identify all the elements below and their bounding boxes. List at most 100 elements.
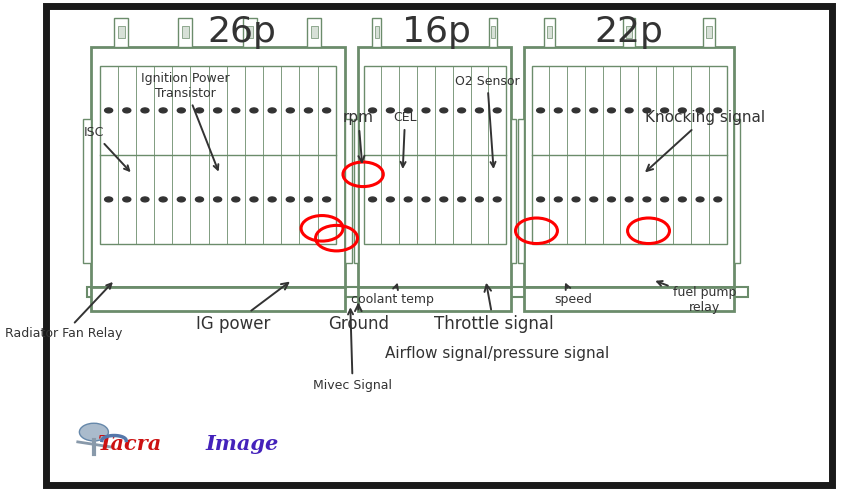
Bar	[118, 27, 125, 38]
Bar	[83, 119, 91, 263]
Circle shape	[422, 108, 430, 113]
Circle shape	[493, 197, 501, 202]
Circle shape	[714, 108, 722, 113]
Circle shape	[458, 197, 466, 202]
Circle shape	[572, 197, 580, 202]
Circle shape	[643, 197, 651, 202]
Circle shape	[626, 108, 633, 113]
Circle shape	[440, 108, 448, 113]
Text: Tacra: Tacra	[97, 435, 161, 454]
Circle shape	[643, 108, 651, 113]
Circle shape	[608, 108, 616, 113]
Circle shape	[141, 108, 149, 113]
Text: 22p: 22p	[594, 15, 663, 49]
Circle shape	[476, 197, 483, 202]
Bar	[242, 18, 257, 47]
Circle shape	[679, 108, 686, 113]
Circle shape	[159, 197, 167, 202]
Bar	[626, 27, 632, 38]
Bar	[115, 18, 128, 47]
Circle shape	[369, 108, 376, 113]
Circle shape	[305, 197, 312, 202]
Text: Image: Image	[205, 435, 279, 454]
Bar	[525, 47, 734, 287]
Circle shape	[79, 423, 109, 441]
Circle shape	[404, 197, 412, 202]
Bar	[623, 18, 635, 47]
Text: Mivec Signal: Mivec Signal	[313, 309, 392, 392]
Circle shape	[661, 108, 669, 113]
Bar	[307, 18, 321, 47]
Circle shape	[422, 197, 430, 202]
Circle shape	[286, 197, 295, 202]
Bar	[359, 47, 511, 287]
Circle shape	[250, 108, 258, 113]
Circle shape	[286, 108, 295, 113]
Circle shape	[661, 197, 669, 202]
Circle shape	[493, 108, 501, 113]
Circle shape	[104, 108, 113, 113]
Circle shape	[608, 197, 616, 202]
Bar	[359, 287, 511, 311]
Circle shape	[195, 108, 204, 113]
Bar	[91, 47, 344, 287]
Circle shape	[268, 197, 276, 202]
Circle shape	[440, 197, 448, 202]
Circle shape	[123, 197, 131, 202]
Text: 16p: 16p	[402, 15, 471, 49]
Circle shape	[322, 108, 331, 113]
Circle shape	[714, 197, 722, 202]
Text: IG power: IG power	[196, 283, 288, 333]
Circle shape	[696, 197, 704, 202]
Text: Knocking signal: Knocking signal	[645, 110, 765, 171]
Circle shape	[141, 197, 149, 202]
Circle shape	[159, 108, 167, 113]
Bar	[344, 119, 352, 263]
Circle shape	[476, 108, 483, 113]
Circle shape	[232, 197, 240, 202]
Circle shape	[696, 108, 704, 113]
Circle shape	[214, 197, 221, 202]
Bar	[311, 27, 317, 38]
Bar	[525, 287, 734, 311]
Text: Radiator Fan Relay: Radiator Fan Relay	[5, 283, 123, 340]
Text: ISC: ISC	[83, 126, 129, 171]
Text: O2 Sensor: O2 Sensor	[455, 75, 520, 167]
Bar	[354, 119, 359, 263]
Circle shape	[195, 197, 204, 202]
Text: 26p: 26p	[207, 15, 276, 49]
Circle shape	[386, 197, 394, 202]
Text: CEL: CEL	[393, 111, 417, 167]
Circle shape	[250, 197, 258, 202]
Circle shape	[679, 197, 686, 202]
Circle shape	[590, 108, 598, 113]
Text: Ignition Power
Transistor: Ignition Power Transistor	[141, 72, 229, 170]
Bar	[91, 287, 344, 311]
Text: speed: speed	[554, 284, 592, 306]
Circle shape	[590, 197, 598, 202]
Bar	[364, 66, 506, 244]
Circle shape	[404, 108, 412, 113]
Bar	[99, 66, 336, 244]
Circle shape	[322, 197, 331, 202]
Circle shape	[178, 108, 185, 113]
Bar	[375, 27, 379, 38]
Bar	[372, 18, 381, 47]
Circle shape	[104, 197, 113, 202]
Bar	[511, 119, 516, 263]
Bar	[489, 18, 498, 47]
Bar	[179, 18, 193, 47]
Circle shape	[572, 108, 580, 113]
Circle shape	[626, 197, 633, 202]
Text: fuel pump
relay: fuel pump relay	[658, 281, 737, 314]
Bar	[87, 287, 748, 297]
Bar	[182, 27, 189, 38]
Circle shape	[178, 197, 185, 202]
Bar	[247, 27, 253, 38]
Circle shape	[232, 108, 240, 113]
Bar	[546, 27, 552, 38]
Circle shape	[123, 108, 131, 113]
Bar	[544, 18, 555, 47]
Bar	[703, 18, 715, 47]
Circle shape	[536, 197, 545, 202]
